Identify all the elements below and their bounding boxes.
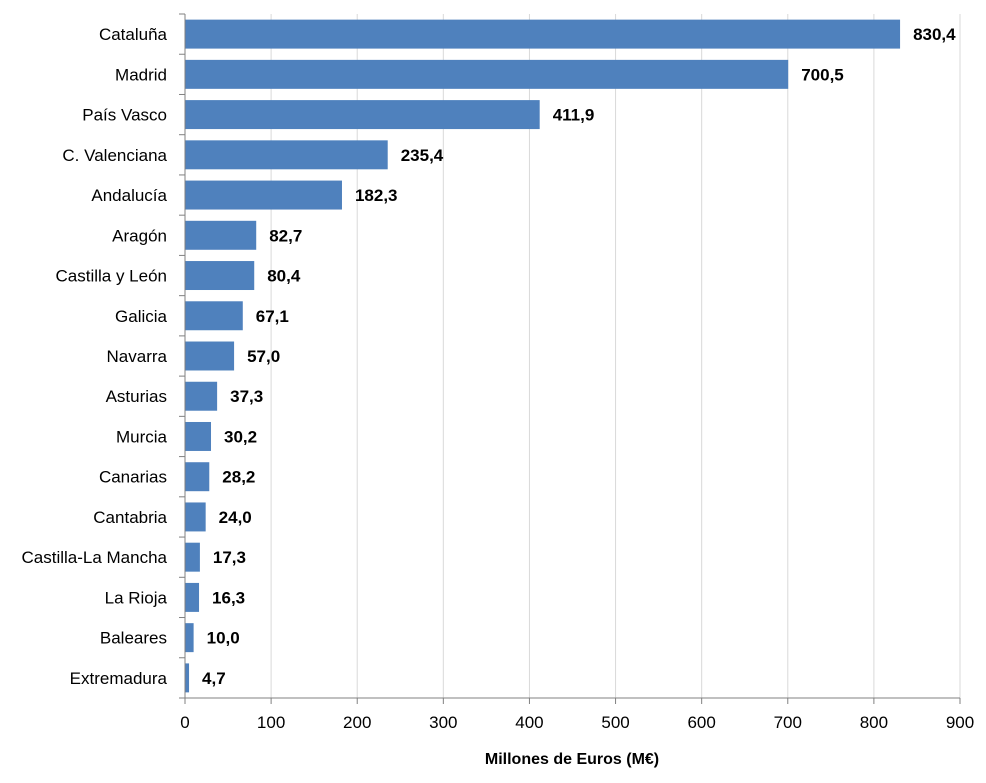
bar-3 bbox=[185, 100, 540, 130]
bar-2 bbox=[185, 59, 789, 89]
value-label: 80,4 bbox=[267, 267, 301, 286]
category-label: Galicia bbox=[115, 307, 168, 326]
x-tick-label: 600 bbox=[687, 713, 715, 732]
value-label: 30,2 bbox=[224, 427, 257, 446]
x-tick-label: 300 bbox=[429, 713, 457, 732]
bar-7 bbox=[185, 261, 255, 291]
category-label: País Vasco bbox=[82, 106, 167, 125]
bars bbox=[185, 19, 901, 693]
x-tick-label: 700 bbox=[774, 713, 802, 732]
labels: 0 100 200 300 400 500 600 700 800 900 Cataluña 830,… bbox=[21, 25, 974, 732]
x-tick-label: 200 bbox=[343, 713, 371, 732]
value-label: 37,3 bbox=[230, 387, 263, 406]
category-label: Andalucía bbox=[91, 186, 167, 205]
value-label: 16,3 bbox=[212, 588, 245, 607]
category-label: C. Valenciana bbox=[62, 146, 167, 165]
value-label: 57,0 bbox=[247, 347, 280, 366]
x-tick-label: 400 bbox=[515, 713, 543, 732]
x-tick-label: 900 bbox=[946, 713, 974, 732]
x-tick-label: 800 bbox=[860, 713, 888, 732]
value-label: 4,7 bbox=[202, 669, 226, 688]
x-axis-title: Millones de Euros (M€) bbox=[485, 751, 659, 768]
x-tick-label: 0 bbox=[180, 713, 189, 732]
bar-9 bbox=[185, 341, 235, 371]
value-label: 830,4 bbox=[913, 25, 956, 44]
axes bbox=[179, 13, 961, 704]
bar-10 bbox=[185, 381, 218, 411]
value-label: 28,2 bbox=[222, 468, 255, 487]
bar-8 bbox=[185, 301, 243, 331]
value-label: 24,0 bbox=[219, 508, 252, 527]
category-label: Cataluña bbox=[99, 25, 168, 44]
category-label: Canarias bbox=[99, 468, 167, 487]
bar-16 bbox=[185, 623, 194, 653]
x-tick-label: 100 bbox=[257, 713, 285, 732]
value-label: 82,7 bbox=[269, 226, 302, 245]
bar-15 bbox=[185, 582, 200, 612]
bar-5 bbox=[185, 180, 342, 210]
bar-1 bbox=[185, 19, 901, 49]
bar-14 bbox=[185, 542, 200, 572]
bar-11 bbox=[185, 421, 212, 451]
value-label: 10,0 bbox=[207, 629, 240, 648]
category-label: Madrid bbox=[115, 65, 167, 84]
category-label: La Rioja bbox=[105, 588, 168, 607]
category-label: Baleares bbox=[100, 629, 167, 648]
bar-6 bbox=[185, 220, 257, 250]
value-label: 700,5 bbox=[801, 65, 844, 84]
value-label: 17,3 bbox=[213, 548, 246, 567]
bar-4 bbox=[185, 140, 388, 170]
bar-17 bbox=[185, 663, 190, 693]
value-label: 235,4 bbox=[401, 146, 444, 165]
value-label: 411,9 bbox=[553, 106, 595, 125]
category-label: Castilla-La Mancha bbox=[21, 548, 167, 567]
x-tick-label: 500 bbox=[601, 713, 629, 732]
category-label: Navarra bbox=[107, 347, 168, 366]
bar-13 bbox=[185, 502, 206, 532]
category-label: Cantabria bbox=[93, 508, 167, 527]
value-label: 67,1 bbox=[256, 307, 289, 326]
category-label: Asturias bbox=[106, 387, 167, 406]
category-label: Murcia bbox=[116, 427, 168, 446]
bar-12 bbox=[185, 462, 210, 492]
category-label: Castilla y León bbox=[55, 267, 167, 286]
category-label: Extremadura bbox=[70, 669, 168, 688]
category-label: Aragón bbox=[112, 226, 167, 245]
value-label: 182,3 bbox=[355, 186, 398, 205]
